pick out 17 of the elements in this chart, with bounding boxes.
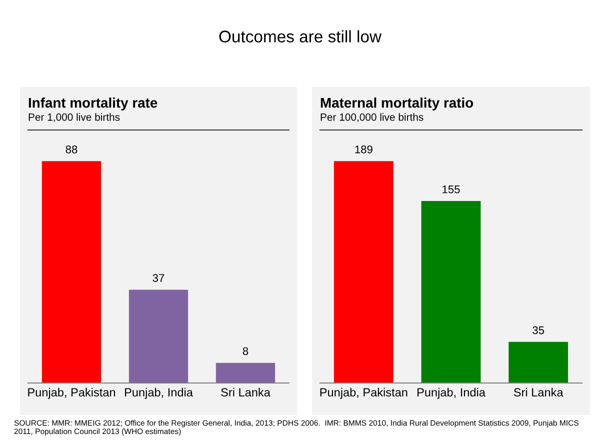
x-tick-label: Sri Lanka [514, 388, 564, 397]
data-label: 8 [242, 347, 248, 356]
text: Outcomes are still low [219, 30, 382, 42]
data-label: 189 [355, 145, 372, 154]
data-label: 37 [152, 274, 164, 282]
x-tick-label: Punjab, Pakistan [28, 388, 116, 399]
chart-subtitle: Per 100,000 live births [320, 113, 424, 122]
chart-title: Maternal mortality ratio [320, 98, 474, 110]
x-tick-label: Punjab, Pakistan [320, 388, 408, 399]
data-label: 155 [442, 186, 460, 194]
x-tick-label: Punjab, India [418, 388, 486, 399]
data-label: 35 [532, 326, 544, 334]
x-tick-label: Sri Lanka [221, 388, 270, 397]
x-tick-label: Punjab, India [125, 388, 193, 399]
chart-title: Infant mortality rate [28, 98, 158, 110]
data-label: 88 [66, 145, 78, 154]
chart-subtitle: Per 1,000 live births [28, 113, 120, 122]
